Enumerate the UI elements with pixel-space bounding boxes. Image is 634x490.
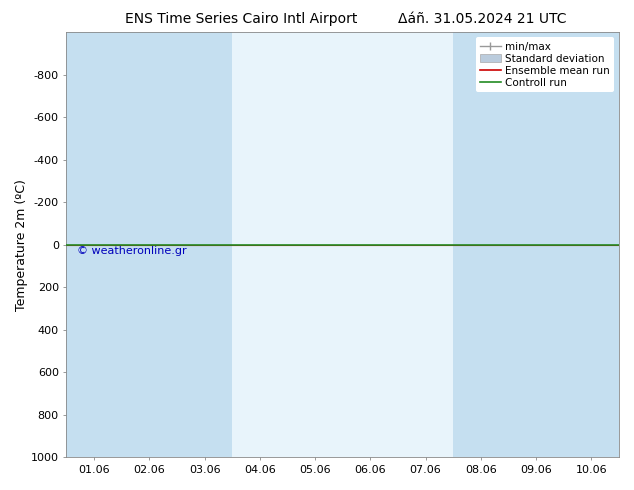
Bar xyxy=(508,32,564,457)
Legend: min/max, Standard deviation, Ensemble mean run, Controll run: min/max, Standard deviation, Ensemble me… xyxy=(476,37,614,92)
Y-axis label: Temperature 2m (ºC): Temperature 2m (ºC) xyxy=(15,179,28,311)
Bar xyxy=(122,32,177,457)
Text: ENS Time Series Cairo Intl Airport: ENS Time Series Cairo Intl Airport xyxy=(125,12,357,26)
Bar xyxy=(564,32,619,457)
Bar xyxy=(453,32,508,457)
Bar xyxy=(177,32,232,457)
Text: Δáñ. 31.05.2024 21 UTC: Δáñ. 31.05.2024 21 UTC xyxy=(398,12,566,26)
Bar xyxy=(67,32,122,457)
Text: © weatheronline.gr: © weatheronline.gr xyxy=(77,246,187,256)
